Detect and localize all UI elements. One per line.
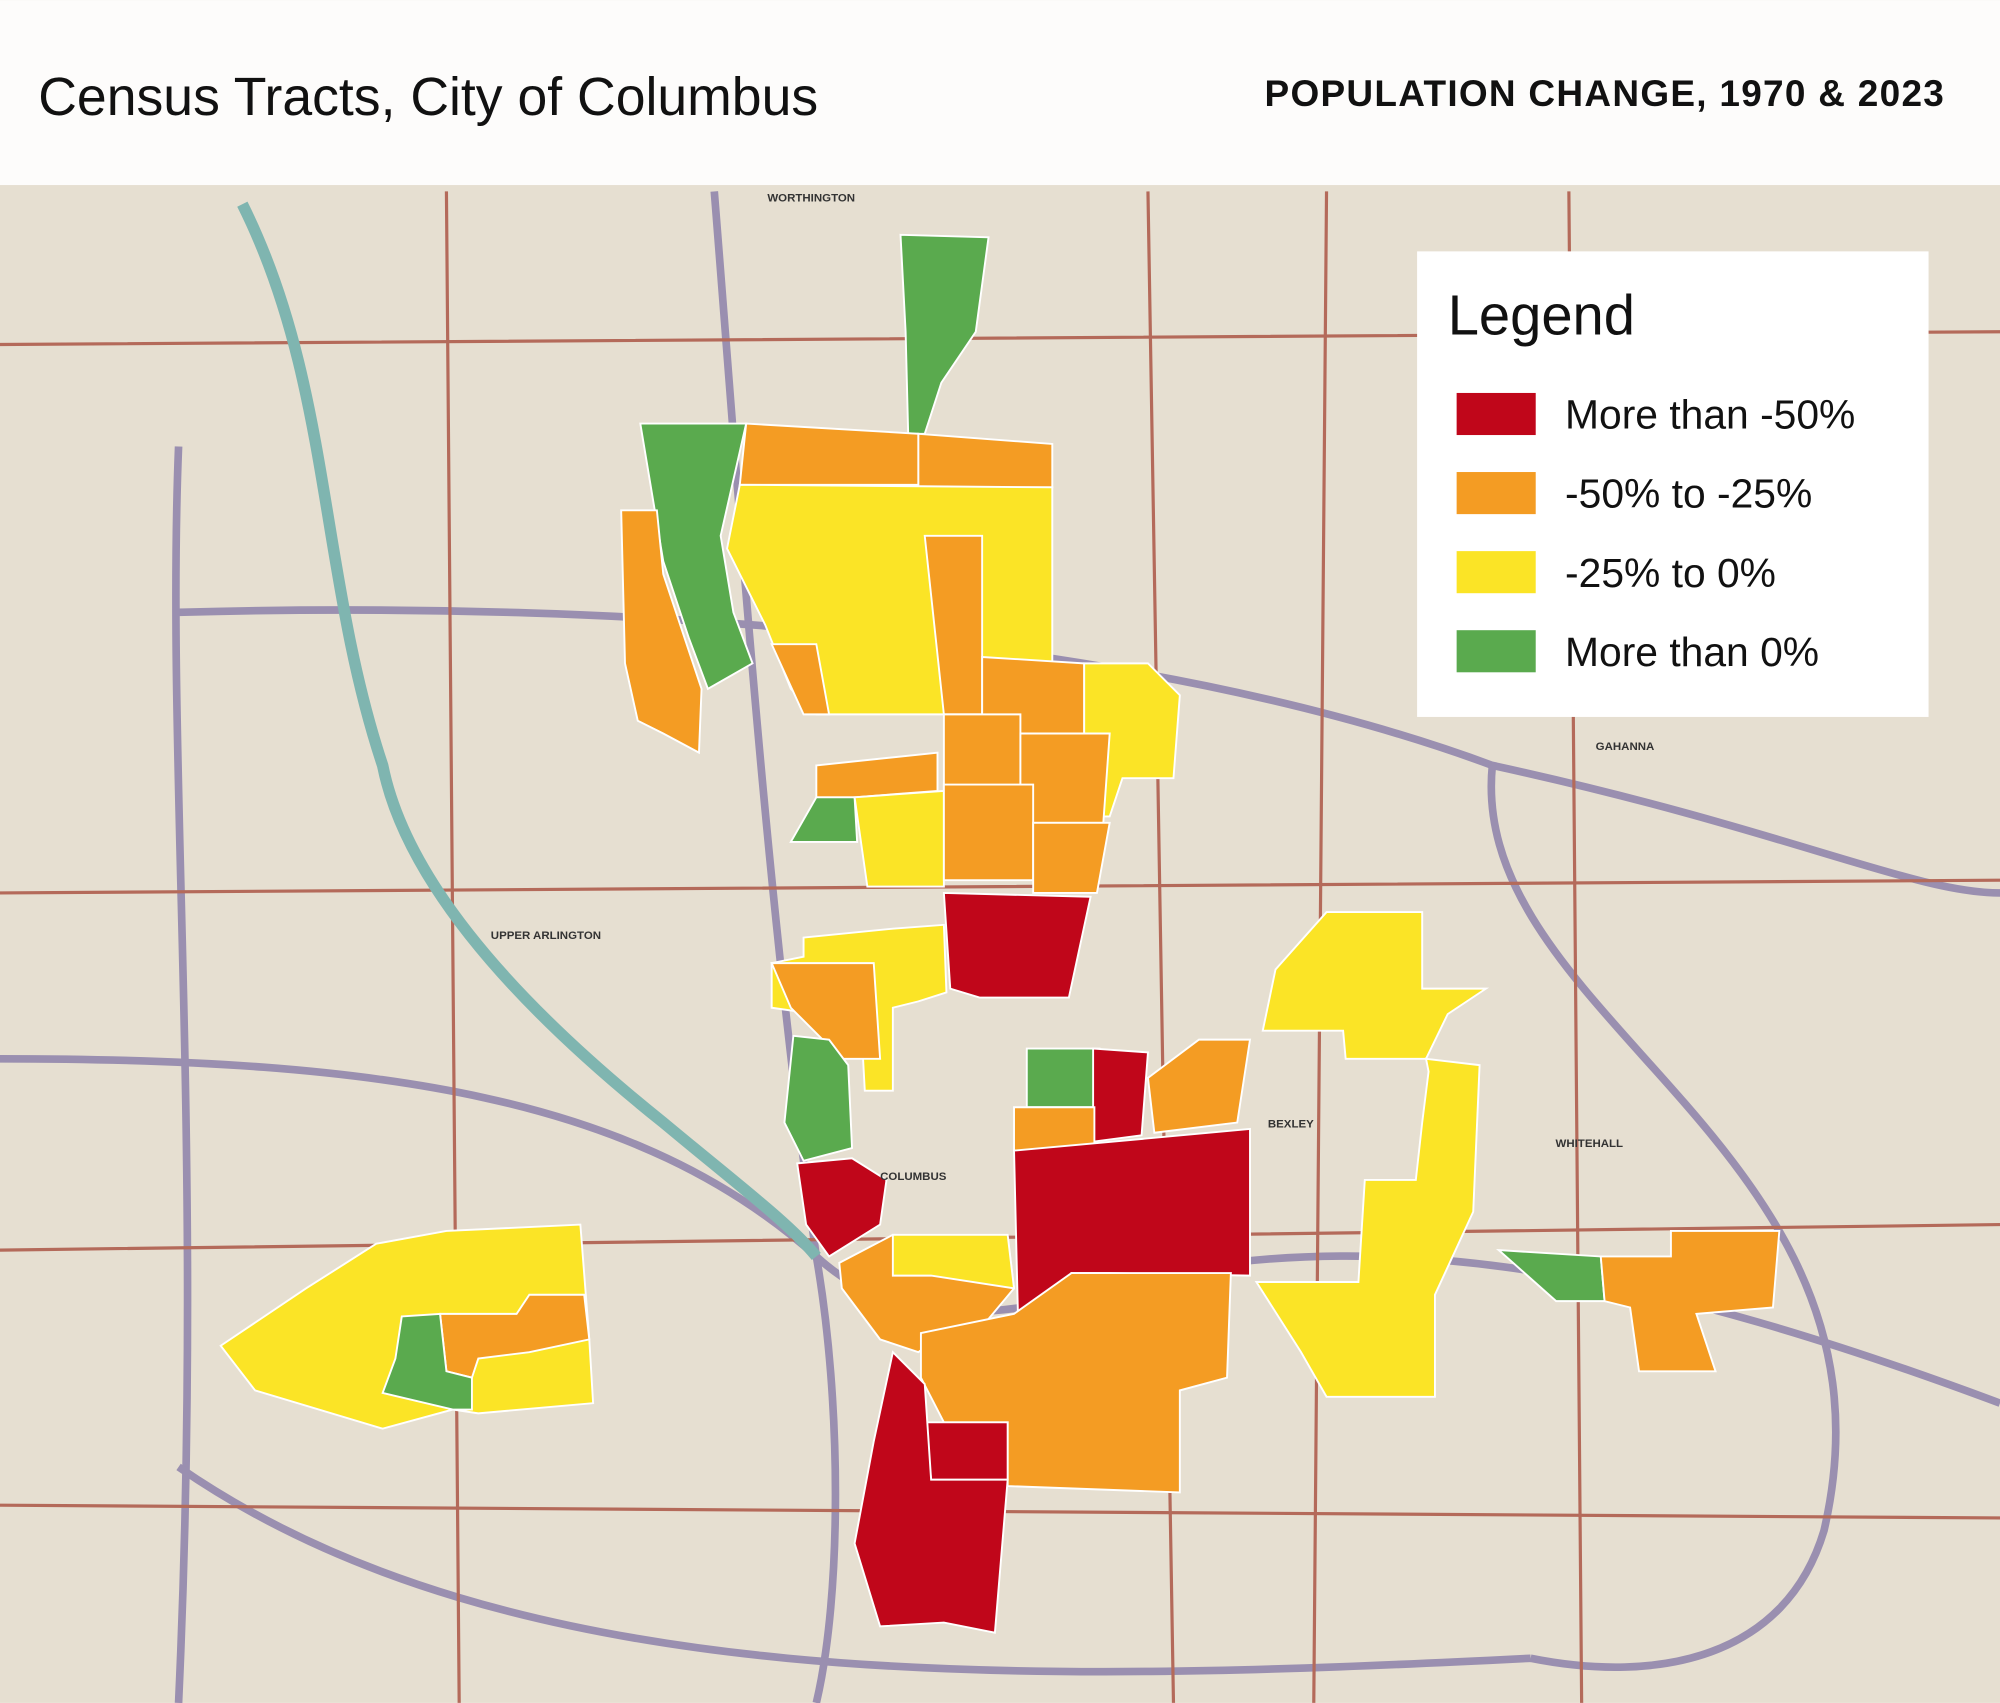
legend-label: More than 0% (1565, 629, 1819, 675)
census-tract (770, 962, 882, 1060)
census-tract (1146, 1038, 1252, 1134)
subtitle: POPULATION CHANGE, 1970 & 2023 (1265, 73, 1946, 114)
legend-swatch (1456, 551, 1536, 594)
place-labels: WORTHINGTON UPPER ARLINGTON COLUMBUS BEXLEY… (491, 193, 1655, 1183)
census-tract (1032, 821, 1111, 894)
place-label: WHITEHALL (1556, 1138, 1624, 1150)
place-label: WORTHINGTON (767, 193, 855, 205)
legend-swatch (1456, 392, 1536, 436)
census-tract (381, 1312, 473, 1411)
census-tract (783, 1034, 854, 1162)
legend-label: More than -50% (1565, 392, 1855, 438)
place-label: COLUMBUS (880, 1171, 947, 1183)
census-tract (917, 432, 1054, 489)
census-tract (1025, 1047, 1101, 1109)
legend-label: -25% to 0% (1565, 550, 1776, 596)
census-tract (620, 509, 703, 755)
legend-swatch (1456, 630, 1536, 673)
place-label: GAHANNA (1596, 741, 1655, 753)
census-tract (923, 1421, 1009, 1481)
legend-title: Legend (1448, 283, 1635, 346)
census-tract (770, 643, 831, 716)
census-tract (853, 1350, 1009, 1634)
census-tract (796, 1157, 888, 1258)
census-tract (899, 233, 990, 435)
place-label: UPPER ARLINGTON (491, 930, 601, 942)
place-label: BEXLEY (1268, 1119, 1314, 1131)
census-tract (942, 783, 1035, 882)
census-tract (1092, 1047, 1149, 1143)
census-tract (1261, 911, 1490, 1060)
census-tract (639, 422, 754, 691)
census-tract (1599, 1230, 1781, 1373)
header-band (0, 0, 2000, 186)
legend-swatch (1456, 472, 1536, 515)
census-tract (1254, 1057, 1481, 1398)
title: Census Tracts, City of Columbus (38, 68, 818, 127)
census-tract (738, 422, 920, 486)
tracts (219, 233, 1781, 1634)
legend: More than -50% -50% to -25% -25% to 0% More… (1456, 392, 1855, 675)
legend-label: -50% to -25% (1565, 471, 1812, 517)
census-tract (919, 1272, 1232, 1494)
census-tract (942, 891, 1092, 999)
census-tract (853, 789, 945, 888)
census-tract (891, 1233, 1016, 1290)
census-tract (789, 796, 859, 843)
